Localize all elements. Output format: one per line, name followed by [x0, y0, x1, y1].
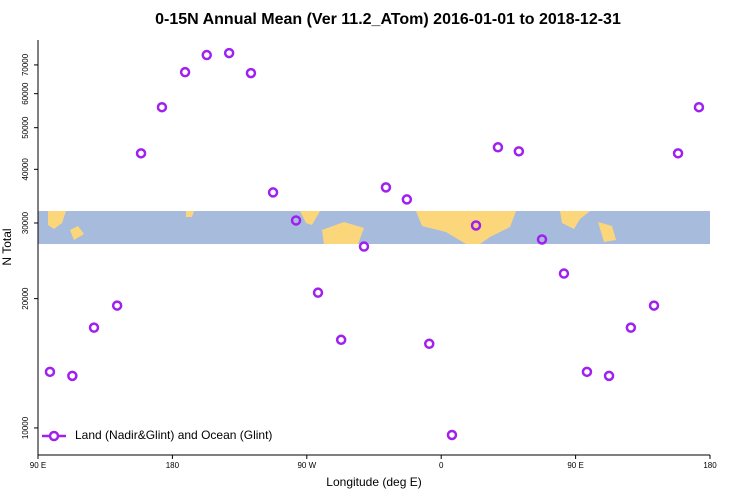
point — [358, 241, 370, 252]
y-axis-label: N Total — [0, 228, 14, 265]
point — [88, 322, 100, 333]
x-axis-label: Longitude (deg E) — [326, 475, 421, 489]
point — [312, 287, 324, 298]
point — [156, 101, 168, 113]
x-tick-label: 90 E — [30, 461, 46, 470]
x-tick-label: 90 W — [297, 461, 316, 470]
point — [44, 366, 56, 378]
point — [67, 370, 78, 382]
point — [558, 268, 570, 279]
legend-label: Land (Nadir&Glint) and Ocean (Glint) — [75, 428, 272, 442]
point — [470, 220, 482, 231]
point — [603, 370, 615, 382]
point — [179, 66, 191, 78]
chart-title: 0-15N Annual Mean (Ver 11.2_ATom) 2016-0… — [155, 11, 621, 28]
x-tick-label: 90 E — [567, 461, 583, 470]
y-tick-label: 30000 — [21, 211, 30, 234]
point — [245, 67, 257, 79]
point — [446, 429, 458, 441]
x-tick-label: 180 — [166, 461, 180, 470]
point — [201, 49, 212, 61]
point — [380, 182, 392, 193]
point — [536, 234, 548, 245]
point — [492, 142, 504, 153]
legend-marker — [48, 430, 60, 442]
point — [401, 194, 413, 205]
y-tick-label: 70000 — [21, 53, 30, 76]
point — [672, 148, 684, 159]
y-tick-label: 50000 — [21, 116, 30, 139]
point — [135, 148, 147, 159]
point — [513, 146, 525, 157]
point — [625, 322, 637, 333]
point — [111, 300, 123, 311]
point — [648, 300, 660, 311]
y-tick-label: 40000 — [21, 158, 30, 181]
point — [267, 187, 279, 198]
x-tick-label: 0 — [439, 461, 444, 470]
point — [335, 334, 347, 346]
y-tick-label: 60000 — [21, 82, 30, 105]
y-tick-label: 10000 — [21, 416, 30, 439]
point — [424, 338, 435, 350]
point — [290, 215, 302, 226]
x-tick-label: 180 — [703, 461, 717, 470]
point — [223, 47, 235, 59]
map-strip — [38, 211, 710, 244]
y-tick-label: 20000 — [21, 287, 30, 310]
point — [693, 101, 705, 113]
point — [581, 366, 593, 378]
